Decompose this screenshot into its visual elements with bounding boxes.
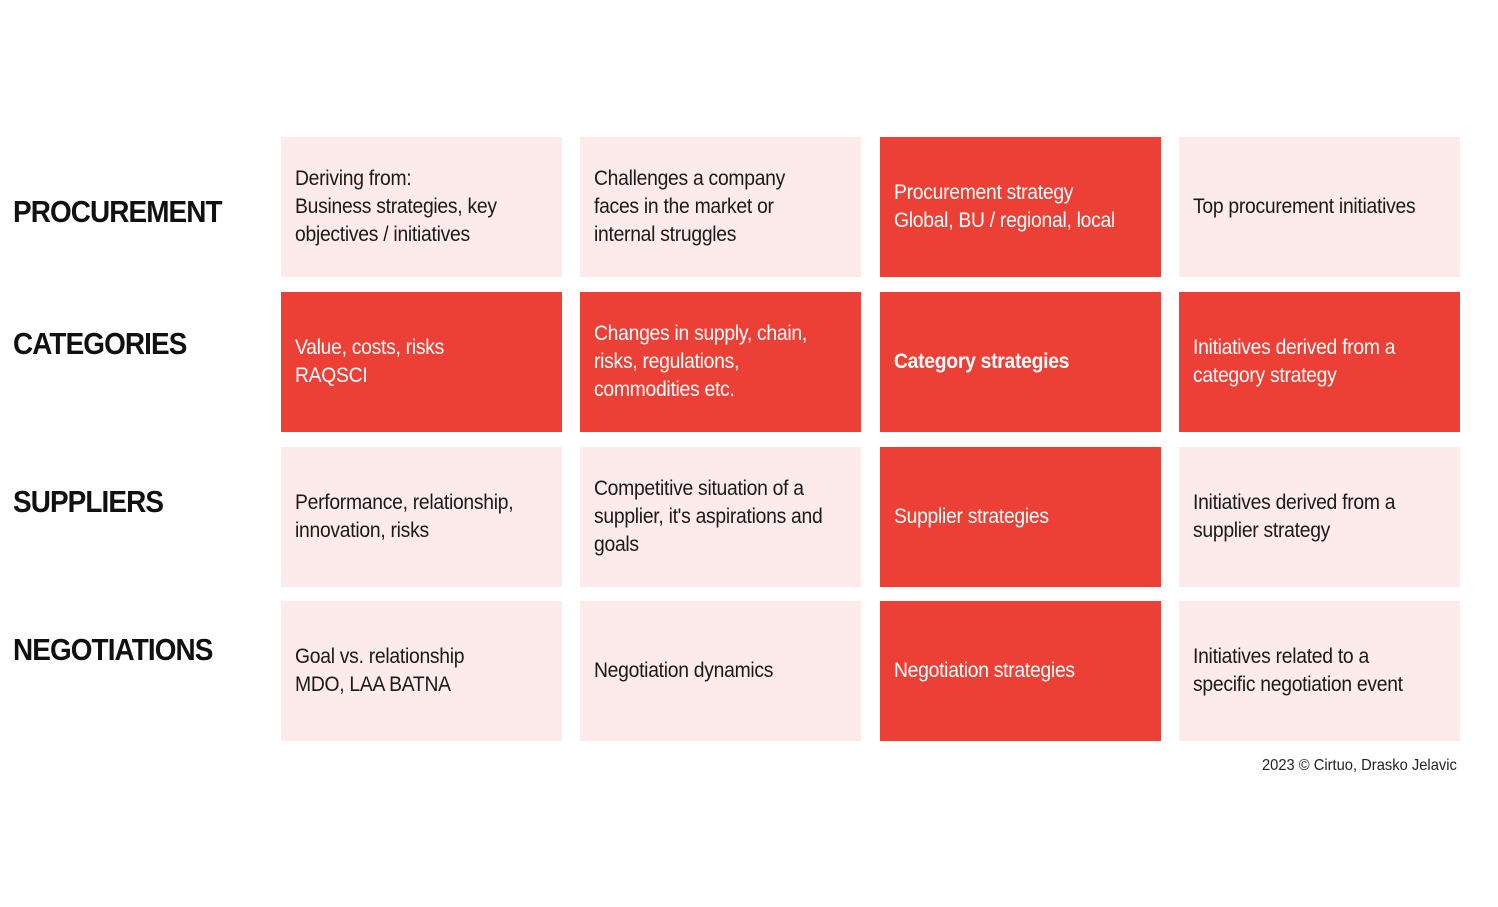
matrix-cell: Negotiation strategies xyxy=(880,601,1161,741)
cell-text: Initiatives related to a specific negoti… xyxy=(1193,645,1403,696)
row-label-categories: CATEGORIES xyxy=(13,326,187,361)
matrix-cell: Value, costs, risks RAQSCI xyxy=(281,292,562,432)
row-label-negotiations: NEGOTIATIONS xyxy=(13,632,213,667)
cell-text: Supplier strategies xyxy=(894,505,1049,528)
matrix-cell: Changes in supply, chain, risks, regulat… xyxy=(580,292,861,432)
matrix-cell: Deriving from: Business strategies, key … xyxy=(281,137,562,277)
matrix-cell: Performance, relationship, innovation, r… xyxy=(281,447,562,587)
matrix-cell: Procurement strategy Global, BU / region… xyxy=(880,137,1161,277)
row-label-procurement: PROCUREMENT xyxy=(13,194,223,229)
cell-text: Performance, relationship, innovation, r… xyxy=(295,491,514,542)
matrix-cell: Initiatives related to a specific negoti… xyxy=(1179,601,1460,741)
cell-text: Deriving from: Business strategies, key … xyxy=(295,167,497,246)
cell-text: Negotiation dynamics xyxy=(594,659,774,682)
matrix-cell: Negotiation dynamics xyxy=(580,601,861,741)
cell-text: Value, costs, risks RAQSCI xyxy=(295,336,445,387)
matrix-cell: Supplier strategies xyxy=(880,447,1161,587)
matrix-cell: Top procurement initiatives xyxy=(1179,137,1460,277)
cell-text: Category strategies xyxy=(894,350,1070,373)
cell-text: Goal vs. relationship MDO, LAA BATNA xyxy=(295,645,465,696)
copyright-footer: 2023 © Cirtuo, Drasko Jelavic xyxy=(1262,757,1457,774)
cell-text: Competitive situation of a supplier, it'… xyxy=(594,477,823,556)
cell-text: Challenges a company faces in the market… xyxy=(594,167,786,246)
cell-text: Initiatives derived from a category stra… xyxy=(1193,336,1396,387)
row-label-suppliers: SUPPLIERS xyxy=(13,484,164,519)
cell-text: Top procurement initiatives xyxy=(1193,195,1416,218)
cell-text: Procurement strategy Global, BU / region… xyxy=(894,181,1116,232)
matrix-cell: Initiatives derived from a supplier stra… xyxy=(1179,447,1460,587)
matrix-cell: Initiatives derived from a category stra… xyxy=(1179,292,1460,432)
matrix-cell: Challenges a company faces in the market… xyxy=(580,137,861,277)
matrix-cell: Competitive situation of a supplier, it'… xyxy=(580,447,861,587)
matrix-cell: Category strategies xyxy=(880,292,1161,432)
cell-text: Changes in supply, chain, risks, regulat… xyxy=(594,322,807,401)
matrix-cell: Goal vs. relationship MDO, LAA BATNA xyxy=(281,601,562,741)
cell-text: Negotiation strategies xyxy=(894,659,1075,682)
cell-text: Initiatives derived from a supplier stra… xyxy=(1193,491,1396,542)
